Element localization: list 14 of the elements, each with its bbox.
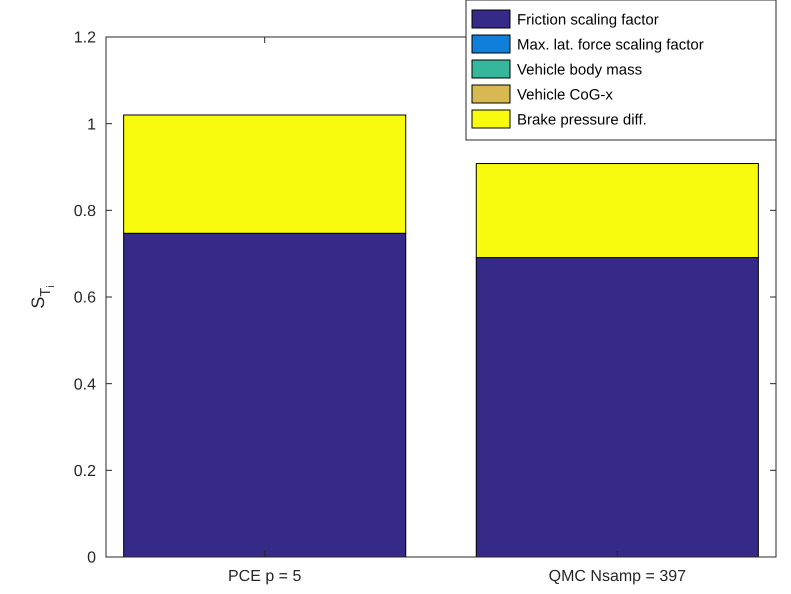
y-tick-label: 0 <box>87 550 96 567</box>
legend-label: Friction scaling factor <box>517 11 659 28</box>
y-tick-label: 0.8 <box>74 202 96 220</box>
legend-label: Vehicle body mass <box>517 61 642 78</box>
legend-label: Vehicle CoG-x <box>517 86 614 104</box>
y-tick-label: 0.4 <box>74 376 96 394</box>
x-tick-label: QMC Nsamp = 397 <box>548 568 686 585</box>
y-tick-label: 1 <box>87 116 96 134</box>
x-tick-label: PCE p = 5 <box>228 568 302 585</box>
y-tick-label: 0.6 <box>74 290 96 307</box>
legend-label: Brake pressure diff. <box>517 111 647 128</box>
legend-label: Max. lat. force scaling factor <box>517 36 704 54</box>
y-tick-label: 0.2 <box>74 462 96 480</box>
y-tick-label: 1.2 <box>74 30 96 47</box>
